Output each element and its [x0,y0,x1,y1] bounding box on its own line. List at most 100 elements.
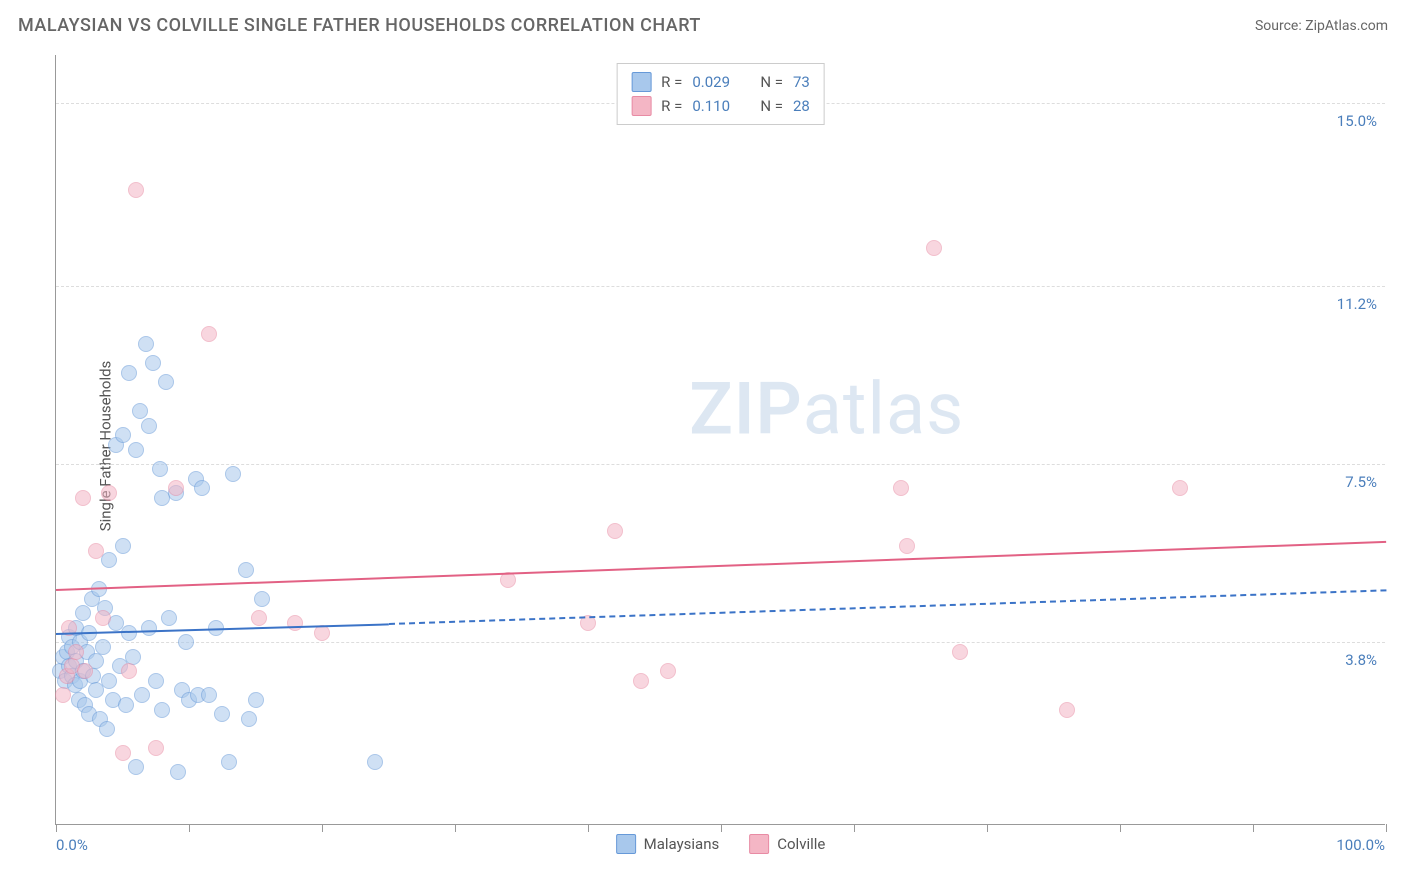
data-point [248,692,264,708]
x-tick [189,824,190,832]
n-label: N = [760,73,783,91]
data-point [75,605,91,621]
data-point [128,182,144,198]
data-point [115,745,131,761]
data-point [115,538,131,554]
data-point [194,480,210,496]
trend-line [388,589,1386,625]
data-point [134,687,150,703]
data-point [1172,480,1188,496]
x-tick [1253,824,1254,832]
data-point [660,663,676,679]
data-point [251,610,267,626]
x-tick [1386,824,1387,832]
data-point [128,442,144,458]
data-point [221,754,237,770]
x-tick [588,824,589,832]
data-point [214,706,230,722]
grid-line [56,464,1385,465]
data-point [115,427,131,443]
y-tick-label: 7.5% [1345,473,1377,491]
data-point [178,634,194,650]
r-label: R = [661,97,682,115]
data-point [607,523,623,539]
n-value: 73 [793,73,810,91]
x-axis-min-label: 0.0% [56,836,88,854]
correlation-legend: R = 0.029 N = 73 R = 0.110 N = 28 [616,63,825,125]
data-point [141,418,157,434]
r-value: 0.029 [692,73,742,91]
legend-swatch [631,72,651,92]
series-legend-item: Colville [749,834,825,854]
x-axis-max-label: 100.0% [1336,836,1385,854]
n-label: N = [760,97,783,115]
data-point [75,490,91,506]
series-legend: Malaysians Colville [616,834,826,854]
data-point [77,663,93,679]
data-point [148,740,164,756]
data-point [118,697,134,713]
x-tick [56,824,57,832]
data-point [121,663,137,679]
data-point [201,326,217,342]
data-point [241,711,257,727]
data-point [367,754,383,770]
data-point [101,552,117,568]
x-tick [322,824,323,832]
legend-swatch [616,834,636,854]
x-tick [987,824,988,832]
data-point [899,538,915,554]
data-point [926,240,942,256]
data-point [170,764,186,780]
data-point [141,620,157,636]
chart-title: MALAYSIAN VS COLVILLE SINGLE FATHER HOUS… [18,15,701,36]
data-point [132,403,148,419]
data-point [287,615,303,631]
data-point [254,591,270,607]
grid-line [56,642,1385,643]
series-legend-label: Colville [777,835,825,853]
data-point [201,687,217,703]
y-tick-label: 11.2% [1337,295,1377,313]
scatter-plot: ZIPatlas 3.8%7.5%11.2%15.0%0.0%100.0%R =… [55,55,1385,825]
data-point [99,721,115,737]
data-point [633,673,649,689]
series-legend-label: Malaysians [644,835,720,853]
data-point [145,355,161,371]
r-value: 0.110 [692,97,742,115]
data-point [152,461,168,477]
series-legend-item: Malaysians [616,834,720,854]
x-tick [455,824,456,832]
data-point [128,759,144,775]
y-tick-label: 15.0% [1337,112,1377,130]
data-point [55,687,71,703]
data-point [101,485,117,501]
data-point [95,610,111,626]
y-tick-label: 3.8% [1345,651,1377,669]
n-value: 28 [793,97,810,115]
correlation-legend-row: R = 0.029 N = 73 [631,70,810,94]
r-label: R = [661,73,682,91]
data-point [1059,702,1075,718]
correlation-legend-row: R = 0.110 N = 28 [631,94,810,118]
data-point [225,466,241,482]
legend-swatch [631,96,651,116]
data-point [952,644,968,660]
data-point [121,365,137,381]
source-label: Source: ZipAtlas.com [1255,18,1388,34]
x-tick [721,824,722,832]
title-bar: MALAYSIAN VS COLVILLE SINGLE FATHER HOUS… [18,15,1388,36]
grid-line [56,286,1385,287]
data-point [101,673,117,689]
data-point [893,480,909,496]
trend-line [56,541,1386,591]
data-point [158,374,174,390]
data-point [154,702,170,718]
data-point [95,639,111,655]
data-point [68,644,84,660]
x-tick [1120,824,1121,832]
data-point [138,336,154,352]
legend-swatch [749,834,769,854]
watermark: ZIPatlas [689,366,964,451]
data-point [148,673,164,689]
